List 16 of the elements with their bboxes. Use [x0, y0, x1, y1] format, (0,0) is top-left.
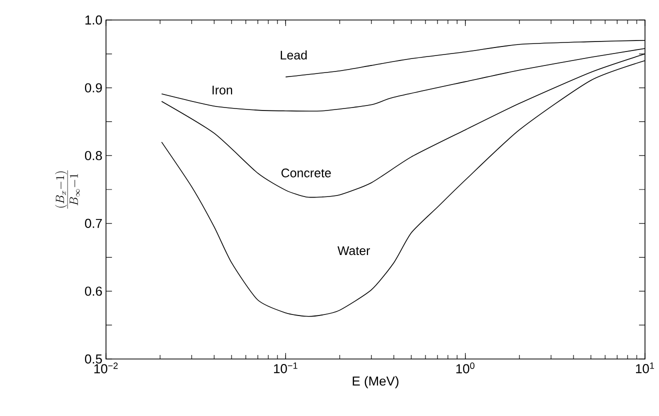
- x-tick-label: 10$^{−1}$: [274, 362, 298, 374]
- series-label: Water: [338, 246, 370, 256]
- series-label: Iron: [212, 86, 232, 94]
- y-tick-label: 0.8: [84, 151, 102, 160]
- y-tick-label: 0.9: [84, 83, 102, 92]
- series-label: Concrete: [281, 168, 331, 178]
- y-tick-label: 0.5: [84, 354, 102, 364]
- x-tick-label: 10$^{0}$: [456, 362, 474, 374]
- x-tick-label: 10$^{−2}$: [94, 362, 118, 374]
- y-axis-title: $\frac{(B_x-1)}{B_\infty-1}$: [55, 170, 80, 209]
- y-tick-label: 1.0: [85, 15, 102, 25]
- x-axis-title: E (MeV): [352, 376, 398, 388]
- y-tick-label: 0.7: [84, 218, 102, 228]
- y-tick-label: 0.6: [84, 286, 102, 296]
- x-tick-label: 10$^{1}$: [636, 362, 654, 374]
- series-label: Lead: [280, 50, 307, 60]
